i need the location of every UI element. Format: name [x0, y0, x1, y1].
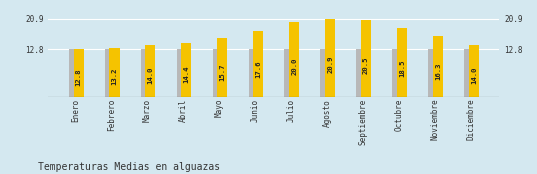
Text: 20.0: 20.0: [291, 57, 297, 74]
Bar: [464, 49, 470, 97]
Bar: [146, 45, 156, 97]
Text: 14.4: 14.4: [183, 66, 190, 83]
Text: 20.5: 20.5: [363, 56, 369, 74]
Text: 15.7: 15.7: [219, 64, 226, 81]
Bar: [217, 38, 227, 97]
Bar: [285, 49, 291, 97]
Text: 20.9: 20.9: [327, 56, 333, 73]
Bar: [249, 49, 255, 97]
Bar: [289, 22, 299, 97]
Bar: [361, 20, 371, 97]
Bar: [325, 19, 335, 97]
Bar: [110, 48, 120, 97]
Text: 18.5: 18.5: [399, 59, 405, 77]
Text: 14.0: 14.0: [471, 66, 477, 84]
Bar: [69, 49, 75, 97]
Bar: [428, 49, 434, 97]
Text: 16.3: 16.3: [435, 63, 441, 80]
Bar: [253, 31, 263, 97]
Bar: [105, 49, 111, 97]
Bar: [321, 49, 327, 97]
Bar: [74, 49, 84, 97]
Bar: [433, 36, 443, 97]
Text: Temperaturas Medias en alguazas: Temperaturas Medias en alguazas: [38, 162, 220, 172]
Bar: [213, 49, 219, 97]
Bar: [182, 43, 191, 97]
Bar: [141, 49, 147, 97]
Bar: [177, 49, 183, 97]
Text: 17.6: 17.6: [255, 61, 262, 78]
Text: 12.8: 12.8: [76, 68, 82, 86]
Bar: [397, 28, 407, 97]
Text: 13.2: 13.2: [112, 68, 118, 85]
Bar: [469, 45, 479, 97]
Text: 14.0: 14.0: [148, 66, 154, 84]
Bar: [392, 49, 399, 97]
Bar: [357, 49, 363, 97]
